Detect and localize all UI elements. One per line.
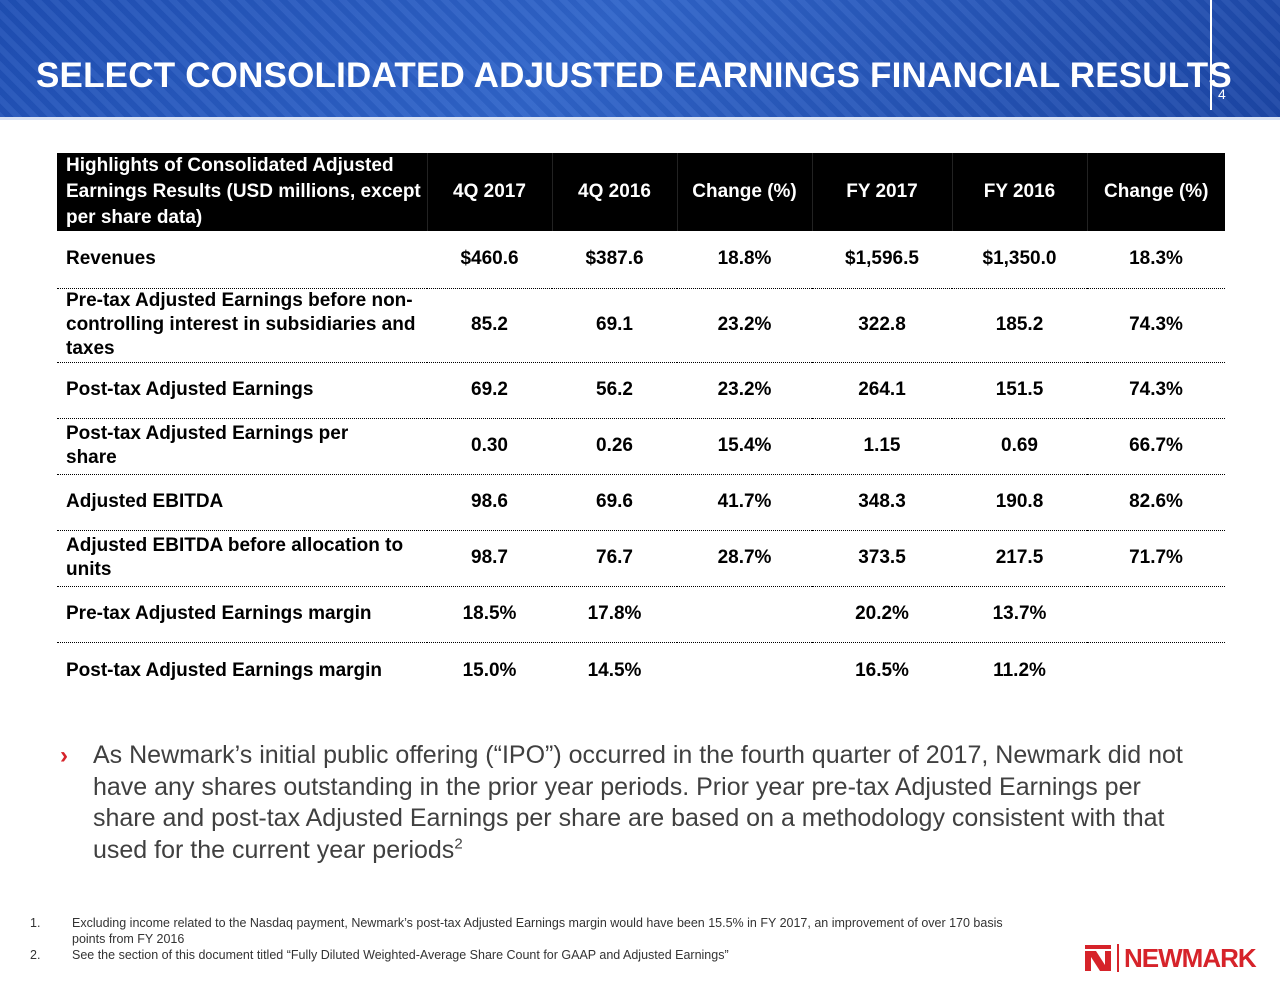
table-cell: 76.7 [552,530,677,587]
table-cell: 185.2 [952,288,1087,363]
footnote-text: Excluding income related to the Nasdaq p… [72,916,1003,946]
table-cell: 69.1 [552,288,677,363]
footnote: 1. Excluding income related to the Nasda… [30,915,1030,947]
table-cell: 17.8% [552,586,677,643]
bullet-point: › As Newmark’s initial public offering (… [60,740,1210,866]
footnote: 2. See the section of this document titl… [30,947,1030,963]
table-cell: 74.3% [1087,362,1225,419]
table-cell: 23.2% [677,362,812,419]
row-label: Revenues [57,231,427,289]
column-header: 4Q 2017 [426,153,552,231]
table-cell: 69.6 [552,474,677,531]
column-header: FY 2017 [811,153,952,231]
table-cell: 66.7% [1087,418,1225,475]
table-cell: 23.2% [677,288,812,363]
table-cell: 348.3 [812,474,952,531]
table-cell: 71.7% [1087,530,1225,587]
financial-results-table: Highlights of Consolidated Adjusted Earn… [57,153,1225,699]
header-divider [1210,0,1212,110]
column-header: FY 2016 [951,153,1087,231]
table-cell: 18.8% [677,231,812,289]
table-cell: 1.15 [812,418,952,475]
table-row: Pre-tax Adjusted Earnings margin 18.5% 1… [57,586,1225,643]
table-row: Adjusted EBITDA 98.6 69.6 41.7% 348.3 19… [57,474,1225,531]
page-number: 4 [1218,86,1226,102]
footnotes: 1. Excluding income related to the Nasda… [30,915,1030,963]
chevron-right-icon: › [60,742,68,769]
footnote-number: 1. [30,916,41,930]
table-cell: 151.5 [952,362,1087,419]
row-label: Pre-tax Adjusted Earnings margin [57,586,427,643]
table-cell [677,586,812,643]
newmark-logo: NEWMARK [1085,942,1257,973]
table-cell: 98.6 [427,474,552,531]
table-cell: 15.4% [677,418,812,475]
table-cell: 217.5 [952,530,1087,587]
table-cell: 16.5% [855,659,909,681]
bullet-body: As Newmark’s initial public offering (“I… [93,741,1183,864]
footnote-ref: 2 [454,835,463,853]
table-cell: 0.30 [427,418,552,475]
table-cell: 264.1 [812,362,952,419]
table-row: Pre-tax Adjusted Earnings before non-con… [57,288,1225,363]
footnote-number: 2. [30,948,41,962]
table-cell [1087,642,1225,699]
logo-divider [1117,944,1119,972]
table-cell: 28.7% [677,530,812,587]
column-header: 4Q 2016 [551,153,677,231]
table-cell: 14.5% [587,659,642,681]
table-row: Revenues $460.6 $387.6 18.8% $1,596.5 $1… [57,231,1225,289]
row-label: Adjusted EBITDA [57,474,427,531]
table-cell [677,642,812,699]
table-cell: 85.2 [427,288,552,363]
row-label: Post-tax Adjusted Earnings margin [66,659,383,681]
table-cell: 0.26 [552,418,677,475]
table-cell: 15.0% [462,659,517,681]
table-cell: 11.2% [993,659,1046,681]
page-title: SELECT CONSOLIDATED ADJUSTED EARNINGS FI… [36,56,1232,95]
row-label: Pre-tax Adjusted Earnings before non-con… [57,288,427,363]
table-cell: 18.3% [1087,231,1225,289]
table-cell: 190.8 [952,474,1087,531]
table-cell: 69.2 [427,362,552,419]
logo-text: NEWMARK [1124,942,1257,973]
newmark-n-icon [1085,945,1111,971]
table-cell: 322.8 [812,288,952,363]
table-row: Adjusted EBITDA before allocation to uni… [57,530,1225,587]
column-header: Change (%) [1086,153,1225,231]
table-cell: 18.5% [427,586,552,643]
table-cell: 74.3% [1087,288,1225,363]
footnote-text: See the section of this document titled … [72,948,729,962]
table-cell: 41.7% [677,474,812,531]
row-label: Adjusted EBITDA before allocation to uni… [57,530,427,587]
table-cell: 82.6% [1087,474,1225,531]
table-cell: $387.6 [552,231,677,289]
table-cell: $1,350.0 [952,231,1087,289]
table-cell: 0.69 [952,418,1087,475]
table-cell: 98.7 [427,530,552,587]
table-row: Post-tax Adjusted Earnings margin 15.0% … [57,642,1225,699]
table-cell: 373.5 [812,530,952,587]
table-header-row: Highlights of Consolidated Adjusted Earn… [57,153,1225,231]
bullet-text: As Newmark’s initial public offering (“I… [93,740,1210,866]
table-cell: 13.7% [952,586,1087,643]
table-row: Post-tax Adjusted Earnings per share 0.3… [57,418,1225,475]
row-label: Post-tax Adjusted Earnings per share [57,418,427,475]
row-label: Post-tax Adjusted Earnings [57,362,427,419]
table-row: Post-tax Adjusted Earnings 69.2 56.2 23.… [57,362,1225,419]
table-cell [1087,586,1225,643]
table-cell: $1,596.5 [812,231,952,289]
column-header: Change (%) [676,153,812,231]
table-cell: 20.2% [812,586,952,643]
column-header: Highlights of Consolidated Adjusted Earn… [57,153,427,231]
header-banner: SELECT CONSOLIDATED ADJUSTED EARNINGS FI… [0,0,1280,120]
table-cell: $460.6 [427,231,552,289]
table-cell: 56.2 [552,362,677,419]
